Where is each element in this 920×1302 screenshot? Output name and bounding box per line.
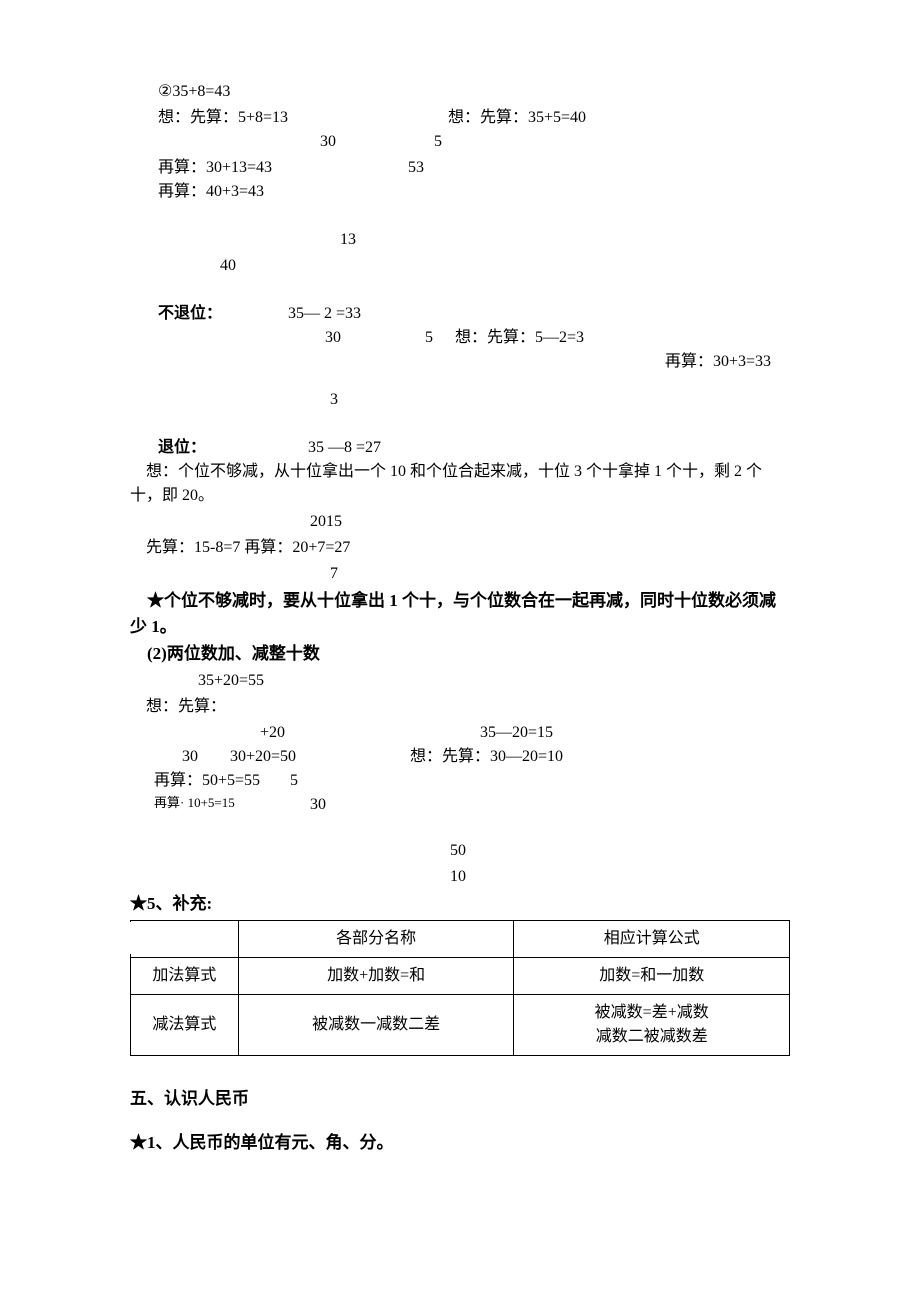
- split-row: 想：先算：5+8=13 想：先算：35+5=40: [130, 106, 790, 130]
- text-line: 再算：50+5=55: [130, 769, 290, 793]
- num: 30: [310, 793, 326, 817]
- formula-table: 各部分名称 相应计算公式 加法算式 加数+加数=和 加数=和一加数 减法算式 被…: [130, 920, 790, 1056]
- equation: 35 —8 =27: [308, 436, 381, 460]
- eq-line: 35+20=55: [130, 669, 790, 693]
- table-cell: 各部分名称: [238, 921, 514, 958]
- split-row: 再算· 10+5=15 30: [130, 793, 790, 817]
- section-5-title: 五、认识人民币: [130, 1086, 790, 1112]
- num-row: 2015: [130, 510, 790, 534]
- split-row: 30 5 想：先算：5—2=3: [130, 326, 790, 350]
- calc-text: 先算：15-8=7 再算：20+7=27: [130, 536, 790, 560]
- split-row: 30 30+20=50 想：先算：30—20=10: [130, 745, 790, 769]
- formula-table-wrap: 各部分名称 相应计算公式 加法算式 加数+加数=和 加数=和一加数 减法算式 被…: [130, 920, 790, 1056]
- eq-line: ②35+8=43: [130, 80, 790, 104]
- table-cell: 被减数一减数二差: [238, 995, 514, 1056]
- split-row: 再算：30+13=43 53: [130, 156, 790, 180]
- star-5-label: ★5、补充:: [130, 891, 790, 917]
- think-text: 想：个位不够减，从十位拿出一个 10 和个位合起来减，十位 3 个十拿掉 1 个…: [130, 460, 790, 508]
- left-text: 想：先算：5+8=13: [158, 106, 448, 130]
- table-row: 减法算式 被减数一减数二差 被减数=差+减数 减数二被减数差: [131, 995, 790, 1056]
- num: 30+20=50: [230, 745, 410, 769]
- num-row: 50: [130, 839, 790, 863]
- right-text: 想：先算：30—20=10: [410, 745, 563, 769]
- table-cell: 相应计算公式: [514, 921, 790, 958]
- num: 30: [130, 745, 230, 769]
- text-line: 再算：30+3=33: [130, 350, 790, 374]
- text-line: 再算：40+3=43: [130, 180, 790, 204]
- table-cell: 加数=和一加数: [514, 958, 790, 995]
- text-line: 想：先算：: [130, 695, 790, 719]
- text-line: 再算· 10+5=15: [130, 793, 310, 817]
- num-row: 13: [130, 228, 790, 252]
- table-cell: 加法算式: [131, 958, 239, 995]
- right-text: 53: [408, 156, 424, 180]
- equation: 35— 2 =33: [288, 302, 361, 326]
- num: 5: [290, 769, 298, 793]
- num-row: 30 5: [130, 130, 790, 154]
- left-text: 再算：30+13=43: [158, 156, 408, 180]
- num-row: 40: [130, 254, 790, 278]
- table-cell: [131, 921, 239, 958]
- split-row: +20 35—20=15: [130, 721, 790, 745]
- right-text: 想：先算：5—2=3: [455, 326, 584, 350]
- num-row: 3: [130, 388, 790, 412]
- table-row: 加法算式 加数+加数=和 加数=和一加数: [131, 958, 790, 995]
- table-cell: 被减数=差+减数 减数二被减数差: [514, 995, 790, 1056]
- label: 退位：: [158, 436, 308, 460]
- right-text: 35—20=15: [480, 721, 553, 745]
- label: 不退位：: [158, 302, 288, 326]
- subtract-borrow: 退位： 35 —8 =27: [130, 436, 790, 460]
- subtract-no-borrow: 不退位： 35— 2 =33: [130, 302, 790, 326]
- table-corner-cut: [130, 922, 140, 954]
- num: 5: [434, 133, 442, 150]
- table-cell: 加数+加数=和: [238, 958, 514, 995]
- num: +20: [130, 721, 480, 745]
- item-1: ★1、人民币的单位有元、角、分。: [130, 1130, 790, 1156]
- num: 30: [320, 133, 336, 150]
- table-cell: 减法算式: [131, 995, 239, 1056]
- split-row: 再算：50+5=55 5: [130, 769, 790, 793]
- num: 5: [425, 329, 433, 346]
- num-row: 7: [130, 562, 790, 586]
- num-row: 10: [130, 865, 790, 889]
- subsection: (2)两位数加、减整十数: [130, 641, 790, 667]
- table-header-row: 各部分名称 相应计算公式: [131, 921, 790, 958]
- right-text: 想：先算：35+5=40: [448, 106, 790, 130]
- star-note: ★个位不够减时，要从十位拿出 1 个十，与个位数合在一起再减，同时十位数必须减少…: [130, 588, 790, 639]
